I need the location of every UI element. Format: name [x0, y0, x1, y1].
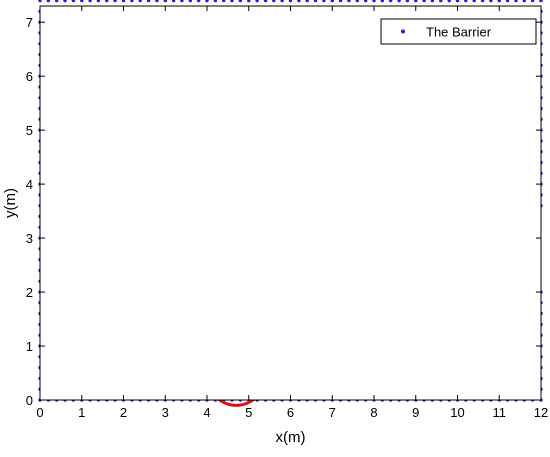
- legend-box: [380, 18, 537, 45]
- barrier-point: [389, 0, 393, 3]
- barrier-point: [88, 0, 92, 3]
- plot-area: [40, 6, 541, 400]
- x-tick-label: 11: [493, 405, 507, 420]
- barrier-point: [288, 0, 293, 3]
- y-tick-label: 0: [26, 393, 33, 408]
- barrier-point: [63, 0, 67, 3]
- legend-marker: [401, 29, 405, 34]
- legend: The Barrier: [380, 18, 537, 45]
- x-tick-label: 5: [245, 405, 252, 420]
- barrier-point: [397, 0, 401, 3]
- barrier-point: [80, 0, 84, 3]
- barrier-point: [347, 0, 351, 3]
- x-tick-label: 7: [329, 405, 336, 420]
- barrier-point: [55, 0, 59, 3]
- barrier-point: [505, 0, 510, 3]
- x-tick-label: 6: [287, 405, 294, 420]
- x-tick-label: 0: [36, 405, 43, 420]
- x-tick-label: 8: [370, 405, 377, 420]
- barrier-point: [455, 0, 460, 3]
- barrier-point: [472, 0, 476, 3]
- barrier-point: [71, 0, 76, 3]
- barrier-point: [497, 0, 501, 3]
- barrier-point: [255, 0, 259, 3]
- barrier-point: [213, 0, 218, 3]
- x-tick-label: 3: [162, 405, 169, 420]
- barrier-point: [514, 0, 518, 3]
- y-tick-label: 2: [26, 285, 33, 300]
- barrier-point: [205, 0, 209, 3]
- barrier-point: [121, 0, 126, 3]
- barrier-point: [380, 0, 384, 3]
- barrier-point: [439, 0, 443, 3]
- barrier-point: [272, 0, 276, 3]
- legend-label: The Barrier: [426, 25, 492, 40]
- x-tick-label: 4: [203, 405, 210, 420]
- x-axis-label: x(m): [276, 429, 306, 446]
- barrier-point: [130, 0, 134, 3]
- barrier-point: [522, 0, 526, 3]
- barrier-point: [163, 0, 167, 3]
- barrier-point: [238, 0, 243, 3]
- x-tick-label: 10: [450, 405, 464, 420]
- barrier-point: [422, 0, 426, 3]
- x-tick-label: 12: [534, 405, 548, 420]
- barrier-point: [263, 0, 268, 3]
- x-tick-label: 2: [120, 405, 127, 420]
- barrier-point: [197, 0, 201, 3]
- barrier-point: [105, 0, 109, 3]
- x-tick-label: 1: [78, 405, 85, 420]
- y-tick-label: 6: [26, 69, 33, 84]
- barrier-point: [113, 0, 117, 3]
- barrier-point: [222, 0, 226, 3]
- barrier-point: [171, 0, 176, 3]
- barrier-point: [330, 0, 334, 3]
- barrier-point: [247, 0, 251, 3]
- barrier-point: [322, 0, 326, 3]
- barrier-point: [46, 0, 51, 3]
- barrier-point: [230, 0, 234, 3]
- y-tick-label: 7: [26, 15, 33, 30]
- barrier-point: [355, 0, 359, 3]
- barrier-point: [480, 0, 485, 3]
- barrier-point: [372, 0, 376, 3]
- barrier-point: [539, 0, 543, 3]
- barrier-point: [38, 0, 42, 3]
- barrier-point: [155, 0, 159, 3]
- barrier-point: [138, 0, 142, 3]
- barrier-point: [414, 0, 418, 3]
- barrier-point: [180, 0, 184, 3]
- barrier-point: [489, 0, 493, 3]
- barrier-point: [338, 0, 343, 3]
- y-tick-label: 1: [26, 339, 33, 354]
- y-tick-label: 5: [26, 123, 33, 138]
- barrier-point: [305, 0, 309, 3]
- barrier-point: [364, 0, 368, 3]
- barrier-point: [313, 0, 318, 3]
- barrier-point: [146, 0, 151, 3]
- barrier-point: [96, 0, 101, 3]
- barrier-point: [280, 0, 284, 3]
- barrier-point: [531, 0, 535, 3]
- y-tick-label: 4: [26, 177, 33, 192]
- barrier-point: [188, 0, 192, 3]
- barrier-point: [464, 0, 468, 3]
- barrier-point: [447, 0, 451, 3]
- barrier-point: [297, 0, 301, 3]
- barrier-point: [405, 0, 410, 3]
- y-tick-label: 3: [26, 231, 33, 246]
- x-tick-label: 9: [412, 405, 419, 420]
- barrier-point: [430, 0, 435, 3]
- y-axis-label: y(m): [2, 188, 19, 218]
